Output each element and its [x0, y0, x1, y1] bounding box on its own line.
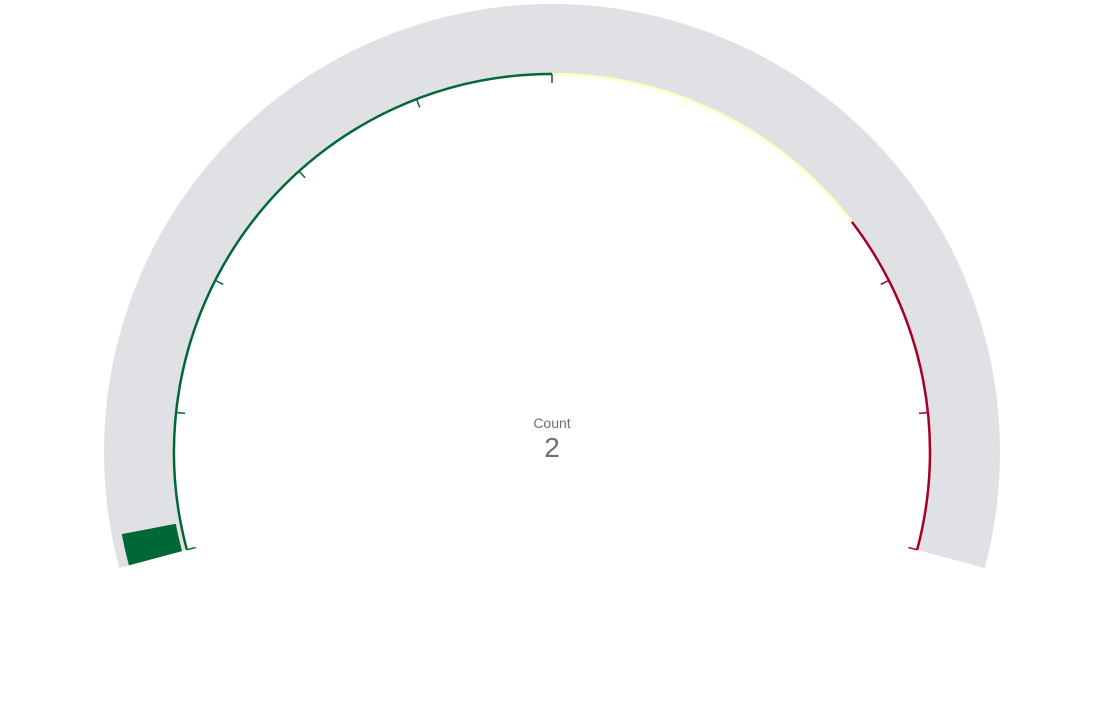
gauge-band-3 — [850, 221, 932, 551]
gauge-tick — [880, 279, 890, 286]
gauge-tick — [798, 170, 806, 179]
gauge-bands — [172, 72, 932, 551]
gauge-tick — [186, 546, 196, 551]
gauge-tick — [175, 411, 186, 415]
gauge-value: 2 — [544, 432, 560, 463]
gauge-label: Count — [533, 415, 570, 431]
gauge-band-2 — [551, 72, 853, 223]
gauge-tick — [908, 546, 918, 551]
gauge-tick — [415, 98, 421, 108]
gauge-tick — [214, 279, 224, 286]
gauge-tick — [918, 411, 929, 415]
gauge-tick — [683, 98, 689, 108]
gauge-tick — [298, 170, 306, 179]
gauge-band-1 — [172, 72, 553, 551]
gauge-ticks — [175, 74, 929, 551]
gauge-track — [103, 3, 1001, 568]
gauge-value-fill — [121, 523, 183, 566]
